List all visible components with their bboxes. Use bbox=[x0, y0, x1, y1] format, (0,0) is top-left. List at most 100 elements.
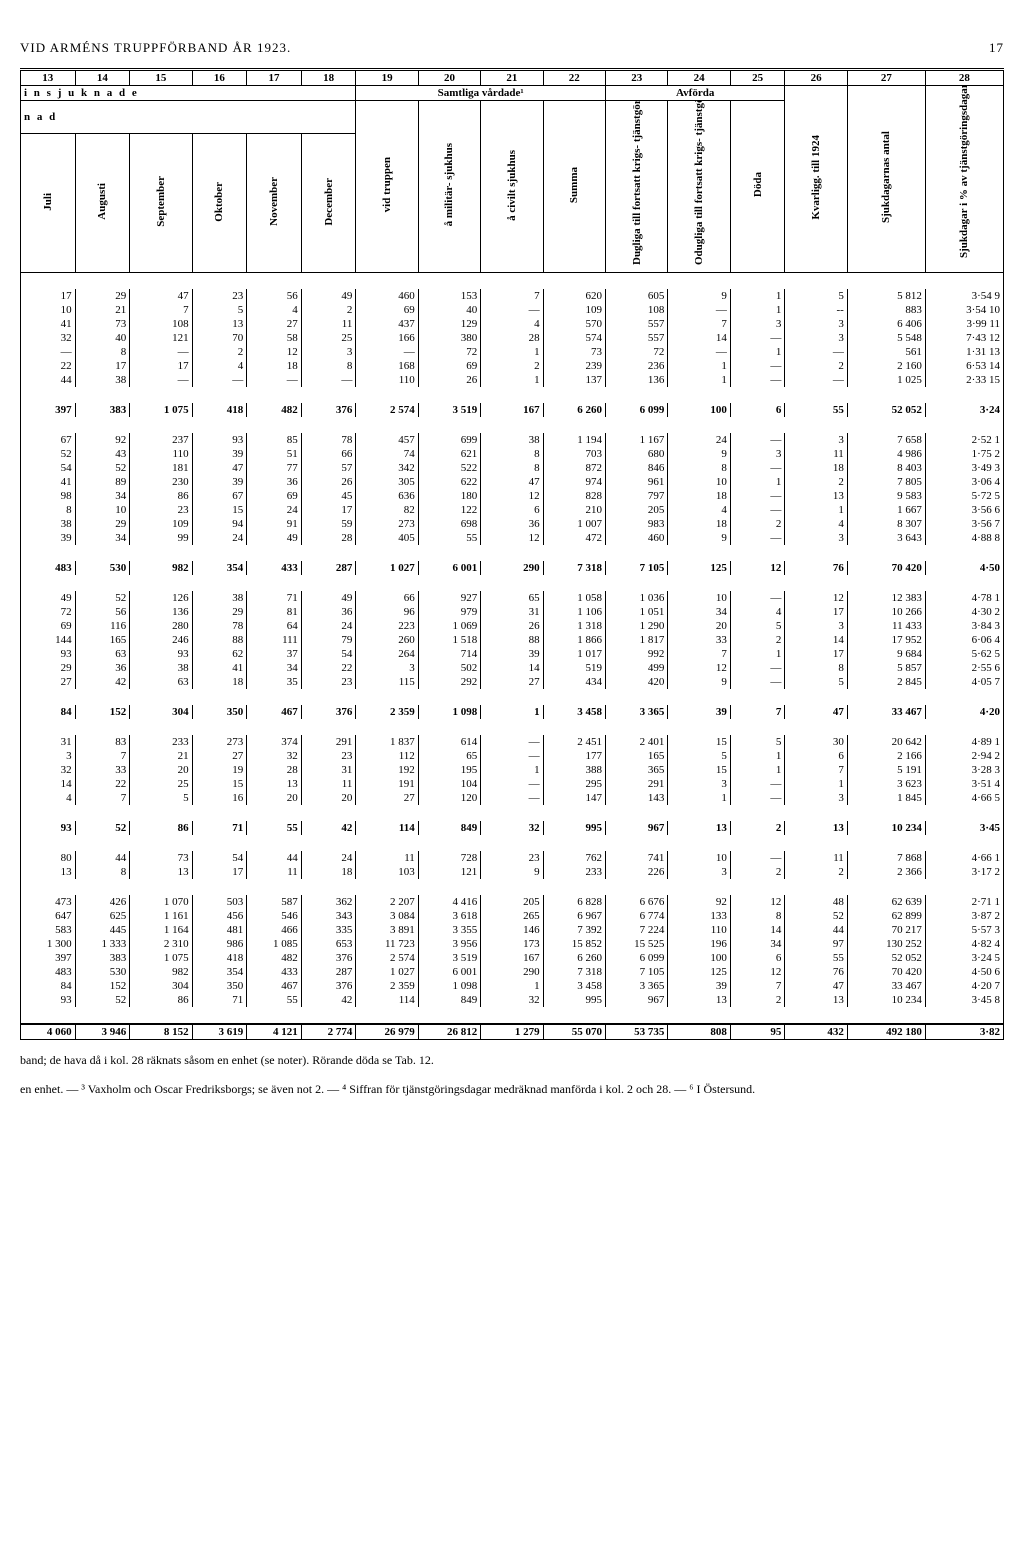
cell: 418 bbox=[192, 403, 247, 417]
cell: 574 bbox=[543, 331, 605, 345]
h20: å militär- sjukhus bbox=[418, 101, 480, 273]
coln-16: 16 bbox=[192, 70, 247, 86]
cell: 9 684 bbox=[847, 647, 925, 661]
h20-label: å militär- sjukhus bbox=[443, 140, 455, 229]
cell: 1 098 bbox=[418, 979, 480, 993]
cell: 1 866 bbox=[543, 633, 605, 647]
cell: 30 bbox=[785, 735, 847, 749]
cell: 974 bbox=[543, 475, 605, 489]
cell: 11 723 bbox=[356, 937, 418, 951]
cell: 47 bbox=[130, 289, 192, 303]
cell: 129 bbox=[418, 317, 480, 331]
cell: 69 bbox=[21, 619, 76, 633]
cell: — bbox=[785, 345, 847, 359]
cell: 1 bbox=[730, 749, 785, 763]
cell: 92 bbox=[668, 895, 730, 909]
cell: 52 bbox=[75, 591, 130, 605]
cell: 10 bbox=[21, 303, 76, 317]
cell: 54 bbox=[192, 851, 247, 865]
cell: 109 bbox=[543, 303, 605, 317]
cell: 32 bbox=[21, 763, 76, 777]
cell: 196 bbox=[668, 937, 730, 951]
cell: 73 bbox=[130, 851, 192, 865]
cell: 456 bbox=[192, 909, 247, 923]
cell: 41 bbox=[192, 661, 247, 675]
h21: å civilt sjukhus bbox=[481, 101, 543, 273]
cell: 84 bbox=[21, 705, 76, 719]
cell: 226 bbox=[606, 865, 668, 879]
h17-label: November bbox=[268, 174, 280, 229]
cell: 9 bbox=[481, 865, 543, 879]
cell: 8 bbox=[301, 359, 356, 373]
cell: 5 bbox=[668, 749, 730, 763]
cell: 14 bbox=[785, 633, 847, 647]
cell: 133 bbox=[668, 909, 730, 923]
cell: — bbox=[192, 373, 247, 387]
cell: 846 bbox=[606, 461, 668, 475]
cell: 28 bbox=[247, 763, 302, 777]
cell: 2 bbox=[730, 993, 785, 1007]
cell: 108 bbox=[606, 303, 668, 317]
cell: 2 bbox=[301, 303, 356, 317]
cell: 4 bbox=[481, 317, 543, 331]
cell: 12 383 bbox=[847, 591, 925, 605]
cell: 1 036 bbox=[606, 591, 668, 605]
cell: 5·57 3 bbox=[925, 923, 1003, 937]
cell: 116 bbox=[75, 619, 130, 633]
cell: — bbox=[481, 791, 543, 805]
cell: 18 bbox=[668, 489, 730, 503]
h24-label: Odugliga till fortsatt krigs- tjänstgöri… bbox=[693, 102, 705, 268]
cell: 73 bbox=[75, 317, 130, 331]
cell: 482 bbox=[247, 403, 302, 417]
cell: 350 bbox=[192, 705, 247, 719]
cell: 11 bbox=[785, 447, 847, 461]
cell: 808 bbox=[668, 1024, 730, 1040]
cell: 23 bbox=[192, 289, 247, 303]
cell: — bbox=[730, 461, 785, 475]
cell: 6 774 bbox=[606, 909, 668, 923]
cell: 5 bbox=[785, 289, 847, 303]
cell: 636 bbox=[356, 489, 418, 503]
cell: 432 bbox=[785, 1024, 847, 1040]
cell: 849 bbox=[418, 993, 480, 1007]
cell: 54 bbox=[301, 647, 356, 661]
cell: 25 bbox=[130, 777, 192, 791]
cell: 181 bbox=[130, 461, 192, 475]
cell: 6 bbox=[481, 503, 543, 517]
cell: 703 bbox=[543, 447, 605, 461]
cell: 144 bbox=[21, 633, 76, 647]
cell: 6 099 bbox=[606, 951, 668, 965]
cell: 49 bbox=[301, 289, 356, 303]
page-number: 17 bbox=[989, 40, 1004, 56]
cell: 2 bbox=[785, 865, 847, 879]
cell: 5·72 5 bbox=[925, 489, 1003, 503]
cell: 239 bbox=[543, 359, 605, 373]
cell: 3 619 bbox=[192, 1024, 247, 1040]
cell: 44 bbox=[75, 851, 130, 865]
cell: 376 bbox=[301, 951, 356, 965]
cell: 7 805 bbox=[847, 475, 925, 489]
table-row: 14416524688111792601 518881 8661 8173321… bbox=[21, 633, 1004, 647]
cell: 35 bbox=[247, 675, 302, 689]
cell: 614 bbox=[418, 735, 480, 749]
cell: 1 bbox=[668, 791, 730, 805]
cell: 14 bbox=[481, 661, 543, 675]
cell: 16 bbox=[192, 791, 247, 805]
cell: 3·56 7 bbox=[925, 517, 1003, 531]
cell: 481 bbox=[192, 923, 247, 937]
h25-label: Döda bbox=[752, 169, 764, 200]
cell: 32 bbox=[481, 993, 543, 1007]
cell: 15 852 bbox=[543, 937, 605, 951]
cell: 466 bbox=[247, 923, 302, 937]
cell: 83 bbox=[75, 735, 130, 749]
cell: 49 bbox=[21, 591, 76, 605]
cell: 104 bbox=[418, 777, 480, 791]
h15-label: September bbox=[155, 173, 167, 230]
cell: 25 bbox=[301, 331, 356, 345]
cell: — bbox=[21, 345, 76, 359]
cell: 110 bbox=[130, 447, 192, 461]
cell: 9 bbox=[668, 447, 730, 461]
grp-avforda: Avförda bbox=[606, 86, 785, 101]
cell: 1 279 bbox=[481, 1024, 543, 1040]
cell: 979 bbox=[418, 605, 480, 619]
